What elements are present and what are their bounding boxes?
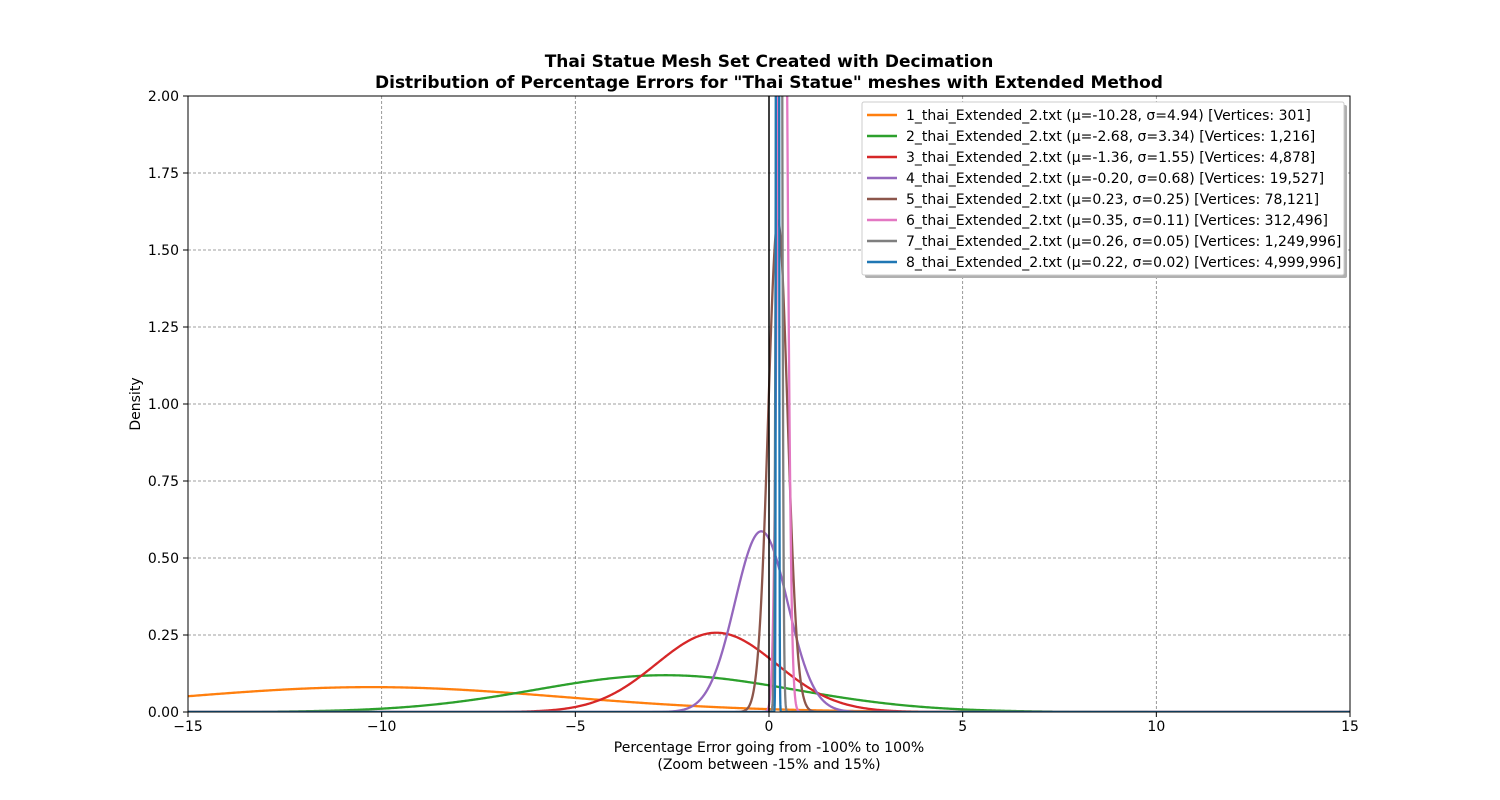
y-tick-label: 1.00	[148, 397, 179, 413]
series-line-4	[188, 530, 1350, 712]
legend-entry-label: 1_thai_Extended_2.txt (μ=-10.28, σ=4.94)…	[906, 108, 1311, 124]
legend-box	[861, 101, 1345, 276]
x-tick-label: 10	[1147, 719, 1165, 735]
x-tick-label: 0	[765, 719, 774, 735]
x-tick-label: 15	[1341, 719, 1359, 735]
x-axis-label-line-1: Percentage Error going from -100% to 100…	[614, 740, 924, 756]
y-tick-label: 1.75	[148, 166, 179, 182]
x-axis-label-line-2: (Zoom between -15% and 15%)	[657, 757, 880, 773]
y-tick-label: 0.75	[148, 474, 179, 490]
legend-entry-label: 2_thai_Extended_2.txt (μ=-2.68, σ=3.34) …	[906, 129, 1315, 145]
legend-entry-label: 4_thai_Extended_2.txt (μ=-0.20, σ=0.68) …	[906, 171, 1324, 187]
y-tick-label: 0.50	[148, 551, 179, 567]
y-tick-label: 1.25	[148, 320, 179, 336]
legend: 1_thai_Extended_2.txt (μ=-10.28, σ=4.94)…	[861, 101, 1347, 278]
chart-title-line-1: Thai Statue Mesh Set Created with Decima…	[545, 52, 994, 72]
series-line-3	[188, 631, 1350, 712]
legend-entry-label: 7_thai_Extended_2.txt (μ=0.26, σ=0.05) […	[906, 234, 1341, 250]
legend-entry-label: 6_thai_Extended_2.txt (μ=0.35, σ=0.11) […	[906, 213, 1328, 229]
x-tick-label: −15	[173, 719, 203, 735]
y-tick-label: 2.00	[148, 89, 179, 105]
y-tick-label: 1.50	[148, 243, 179, 259]
x-tick-label: 5	[958, 719, 967, 735]
y-tick-label: 0.00	[148, 705, 179, 721]
y-axis-label: Density	[128, 377, 144, 430]
legend-entry-label: 8_thai_Extended_2.txt (μ=0.22, σ=0.02) […	[906, 255, 1341, 271]
chart-title-line-2: Distribution of Percentage Errors for "T…	[375, 73, 1163, 93]
legend-entry-label: 5_thai_Extended_2.txt (μ=0.23, σ=0.25) […	[906, 192, 1319, 208]
y-tick-label: 0.25	[148, 628, 179, 644]
ticks-layer: −15 −10 −5 0 5 10 15 0.00 0.25 0.50 0.75 1.00 1.25 1.…	[148, 89, 1359, 735]
legend-entry-label: 3_thai_Extended_2.txt (μ=-1.36, σ=1.55) …	[906, 150, 1315, 166]
x-tick-label: −10	[367, 719, 397, 735]
x-tick-label: −5	[565, 719, 586, 735]
